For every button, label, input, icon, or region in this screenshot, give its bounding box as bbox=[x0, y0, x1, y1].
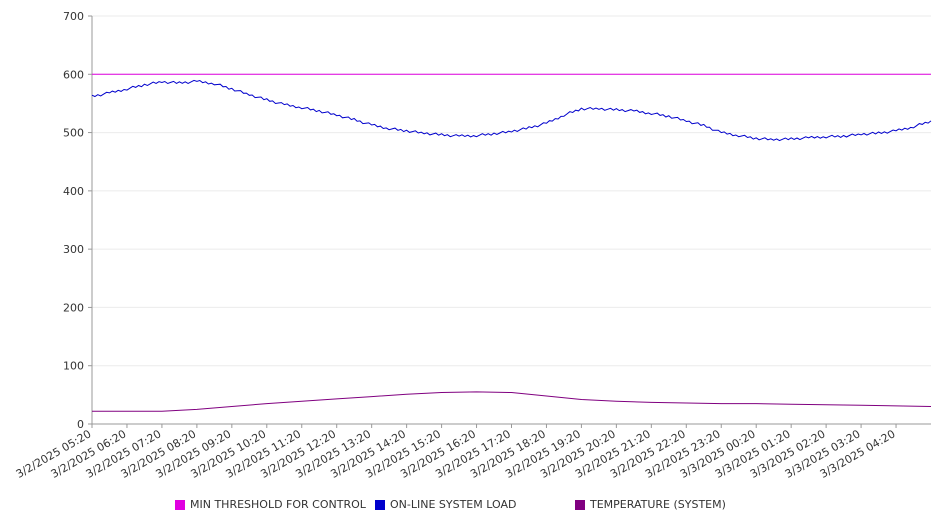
legend-swatch-system-load bbox=[375, 499, 385, 510]
legend-swatch-min-threshold bbox=[175, 499, 185, 510]
y-tick-label: 300 bbox=[63, 243, 84, 256]
series-line-temperature bbox=[92, 391, 932, 412]
y-tick-label: 100 bbox=[63, 360, 84, 373]
legend: MIN THRESHOLD FOR CONTROL ON-LINE SYSTEM… bbox=[0, 498, 946, 514]
y-tick-label: 400 bbox=[63, 185, 84, 198]
legend-item-system-load[interactable]: ON-LINE SYSTEM LOAD bbox=[375, 498, 516, 511]
legend-label-min-threshold: MIN THRESHOLD FOR CONTROL bbox=[190, 498, 366, 511]
series-line-system-load bbox=[91, 79, 932, 142]
legend-item-min-threshold[interactable]: MIN THRESHOLD FOR CONTROL bbox=[175, 498, 366, 511]
y-tick-label: 0 bbox=[77, 418, 84, 431]
x-axis-tick-labels: 3/2/2025 05:203/2/2025 06:203/2/2025 07:… bbox=[14, 427, 898, 481]
legend-item-temperature[interactable]: TEMPERATURE (SYSTEM) bbox=[575, 498, 726, 511]
axes bbox=[88, 15, 931, 428]
legend-swatch-temperature bbox=[575, 499, 585, 510]
y-tick-label: 700 bbox=[63, 10, 84, 23]
legend-label-temperature: TEMPERATURE (SYSTEM) bbox=[590, 498, 726, 511]
legend-label-system-load: ON-LINE SYSTEM LOAD bbox=[390, 498, 517, 511]
y-tick-label: 500 bbox=[63, 127, 84, 140]
y-tick-label: 200 bbox=[63, 301, 84, 314]
series-lines bbox=[91, 73, 932, 412]
grid-lines bbox=[92, 15, 931, 367]
y-tick-label: 600 bbox=[63, 68, 84, 81]
y-axis-tick-labels: 0 100 200 300 400 500 600 700 bbox=[63, 10, 84, 431]
